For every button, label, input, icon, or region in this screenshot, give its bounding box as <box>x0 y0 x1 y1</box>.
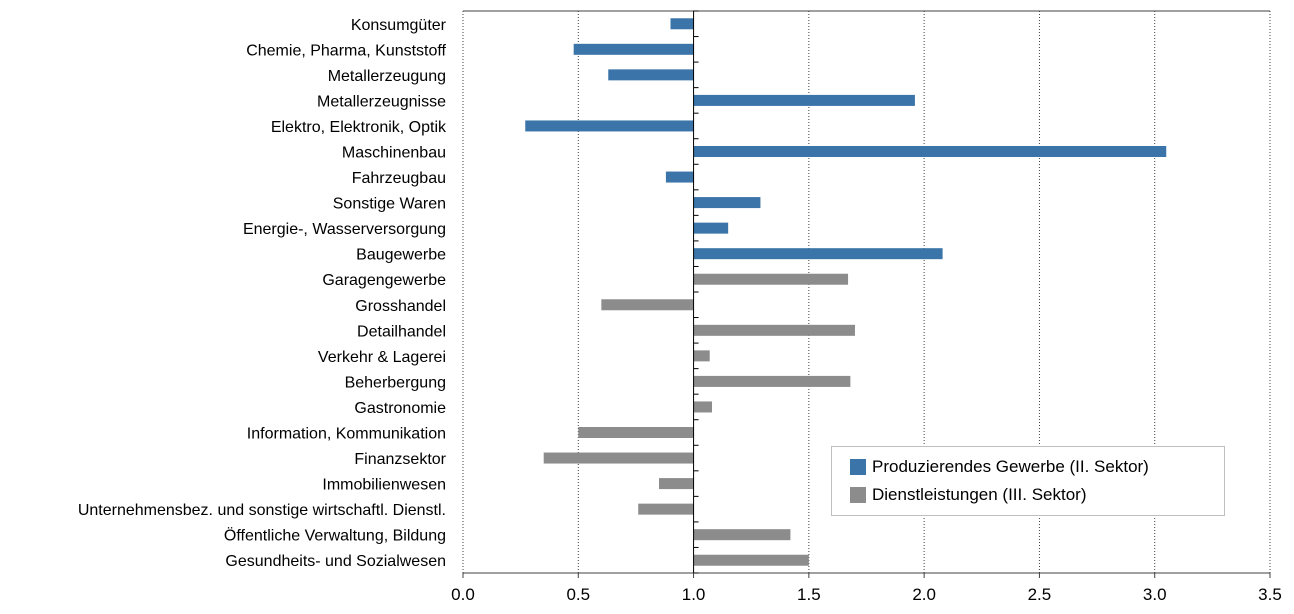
legend-item-services: Dienstleistungen (III. Sektor) <box>850 485 1086 505</box>
category-label: Detailhandel <box>357 323 446 340</box>
x-tick-label: 1.0 <box>682 585 706 604</box>
legend: Produzierendes Gewerbe (II. Sektor) Dien… <box>831 446 1225 516</box>
category-label: Unternehmensbez. und sonstige wirtschaft… <box>78 502 446 519</box>
category-label: Metallerzeugung <box>328 68 446 85</box>
bar <box>693 529 791 541</box>
category-label: Maschinenbau <box>342 145 446 162</box>
bar <box>658 478 694 490</box>
bar <box>693 554 809 566</box>
bar <box>638 503 694 515</box>
bar <box>693 273 849 285</box>
x-tick-label: 2.0 <box>912 585 936 604</box>
category-label: Beherbergung <box>345 374 446 391</box>
bar <box>578 427 694 438</box>
category-label: Information, Kommunikation <box>247 426 446 443</box>
bar <box>693 324 855 336</box>
x-tick-label: 0.0 <box>451 585 475 604</box>
legend-item-industry: Produzierendes Gewerbe (II. Sektor) <box>850 457 1149 477</box>
category-label: Elektro, Elektronik, Optik <box>271 119 447 136</box>
bar <box>693 94 915 106</box>
legend-swatch-services <box>850 487 866 503</box>
category-label: Öffentliche Verwaltung, Bildung <box>224 527 446 545</box>
category-label: Verkehr & Lagerei <box>318 349 446 366</box>
bar <box>543 452 694 464</box>
bar <box>693 222 729 234</box>
category-label: Metallerzeugnisse <box>317 93 446 110</box>
bar <box>665 171 694 183</box>
x-tick-label: 3.5 <box>1258 585 1282 604</box>
bar <box>693 401 713 413</box>
legend-label-industry: Produzierendes Gewerbe (II. Sektor) <box>872 457 1149 476</box>
category-label: Energie-, Wasserversorgung <box>243 221 446 238</box>
category-label: Garagengewerbe <box>322 272 446 289</box>
x-tick-label: 0.5 <box>566 585 590 604</box>
legend-label-services: Dienstleistungen (III. Sektor) <box>872 485 1087 504</box>
category-label: Finanzsektor <box>354 451 446 468</box>
category-label: Gastronomie <box>354 400 446 417</box>
category-label: Baugewerbe <box>356 247 446 264</box>
bar <box>693 197 761 209</box>
category-label: Gesundheits- und Sozialwesen <box>225 553 446 570</box>
bar <box>525 120 694 132</box>
x-tick-label: 1.5 <box>797 585 821 604</box>
bar <box>693 248 943 260</box>
category-label: Fahrzeugbau <box>352 170 446 187</box>
legend-swatch-industry <box>850 459 866 475</box>
bar <box>573 43 694 55</box>
bar <box>608 69 694 81</box>
bar <box>601 299 694 311</box>
category-label: Grosshandel <box>355 298 446 315</box>
bar <box>670 18 694 30</box>
bar <box>693 146 1167 157</box>
category-label: Sonstige Waren <box>333 196 446 213</box>
category-label: Chemie, Pharma, Kunststoff <box>246 42 446 59</box>
bar <box>693 350 710 362</box>
category-label: Konsumgüter <box>351 17 447 34</box>
bar <box>693 375 851 387</box>
category-label: Immobilienwesen <box>322 477 446 494</box>
x-tick-label: 3.0 <box>1143 585 1167 604</box>
x-tick-label: 2.5 <box>1028 585 1052 604</box>
